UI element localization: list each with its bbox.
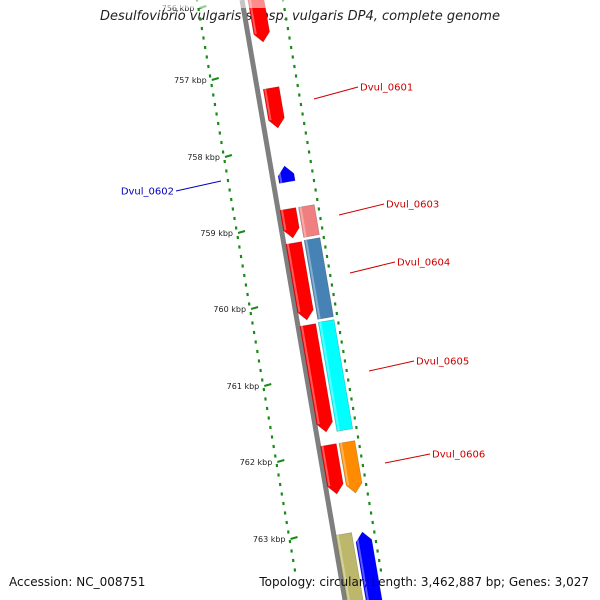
label-connector bbox=[349, 261, 396, 274]
label-connector bbox=[384, 453, 431, 464]
gene-arrow[interactable] bbox=[298, 204, 320, 238]
tick-label: 756 kbp bbox=[162, 4, 195, 13]
tick-label: 763 kbp bbox=[253, 535, 286, 544]
label-connector bbox=[175, 180, 222, 192]
gene-highlight bbox=[319, 321, 340, 432]
gene-label[interactable]: Dvul_0603 bbox=[386, 200, 439, 211]
tick-label: 762 kbp bbox=[240, 458, 273, 467]
gene-label[interactable]: Dvul_0605 bbox=[416, 357, 469, 368]
gene-highlight bbox=[336, 534, 350, 600]
gene-arrow[interactable] bbox=[262, 86, 285, 129]
tick-label: 761 kbp bbox=[227, 382, 260, 391]
gene-labels: Dvul_0601 Dvul_0602 Dvul_0603 Dvul_0604 Dvul… bbox=[121, 83, 485, 464]
gene-highlight bbox=[321, 445, 331, 487]
tick-mark bbox=[224, 154, 233, 158]
gene-highlight bbox=[299, 206, 307, 238]
tick-mark bbox=[263, 383, 272, 387]
tick-mark bbox=[290, 536, 298, 540]
scale-ticks: 756 kbp 757 kbp 758 kbp 759 kbp 760 kbp 761 k… bbox=[162, 4, 298, 544]
gene-arrow[interactable] bbox=[285, 241, 314, 321]
gene-label[interactable]: Dvul_0602 bbox=[121, 187, 174, 198]
gene-label[interactable]: Dvul_0604 bbox=[397, 258, 450, 269]
gene-arrow[interactable] bbox=[317, 319, 354, 432]
accession-text: Accession: NC_008751 bbox=[9, 575, 146, 589]
tick-mark bbox=[211, 77, 220, 81]
gene-highlight bbox=[264, 88, 272, 121]
tick-mark bbox=[250, 306, 259, 310]
gene-arrow[interactable] bbox=[320, 443, 344, 495]
label-connector bbox=[313, 86, 359, 100]
tick-label: 760 kbp bbox=[213, 305, 246, 314]
tick-label: 759 kbp bbox=[200, 229, 233, 238]
genome-backbone bbox=[239, 0, 348, 600]
tick-mark bbox=[277, 459, 285, 463]
gene-highlight bbox=[300, 325, 320, 425]
gene-arrow[interactable] bbox=[279, 207, 300, 239]
gene-highlight bbox=[280, 209, 287, 231]
gene-arrow[interactable] bbox=[277, 165, 296, 184]
tick-label: 757 kbp bbox=[174, 76, 207, 85]
label-connector bbox=[338, 203, 385, 216]
gene-highlight bbox=[286, 243, 301, 313]
gene-highlight bbox=[277, 166, 283, 184]
label-connector bbox=[368, 360, 415, 372]
gene-arrow[interactable] bbox=[355, 531, 383, 600]
gene-label[interactable]: Dvul_0606 bbox=[432, 450, 485, 461]
gene-arrow[interactable] bbox=[299, 323, 333, 433]
gene-label[interactable]: Dvul_0601 bbox=[360, 83, 413, 94]
gene-arrow[interactable] bbox=[247, 0, 270, 43]
gene-highlight bbox=[339, 442, 350, 486]
gene-arrow[interactable] bbox=[338, 440, 363, 494]
tick-label: 758 kbp bbox=[187, 153, 220, 162]
gene-arrow[interactable] bbox=[335, 532, 364, 600]
top-fade bbox=[0, 0, 600, 8]
gene-arrow[interactable] bbox=[303, 237, 334, 320]
gene-highlight bbox=[355, 532, 369, 600]
gene-highlight bbox=[305, 239, 321, 320]
topology-text: Topology: circular; Length: 3,462,887 bp… bbox=[259, 575, 589, 589]
scale-dots bbox=[195, 0, 383, 572]
tick-mark bbox=[237, 230, 246, 234]
gene-features bbox=[247, 0, 383, 600]
